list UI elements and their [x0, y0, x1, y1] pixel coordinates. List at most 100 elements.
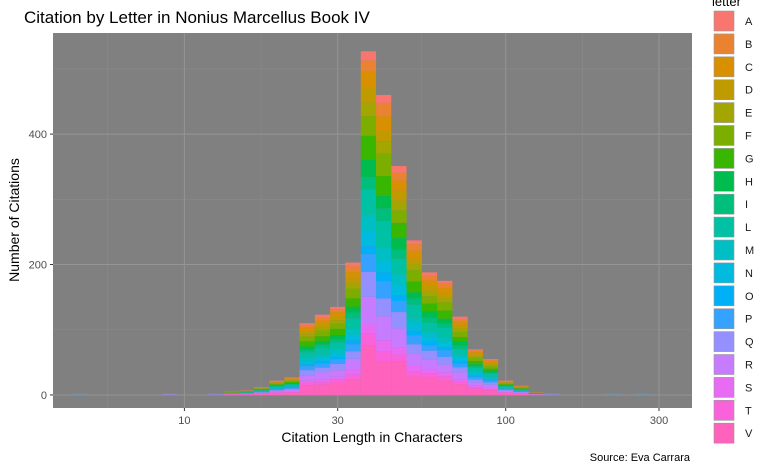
bar-segment-T	[361, 334, 376, 346]
bar-segment-E	[422, 291, 437, 296]
bar-segment-H	[361, 160, 376, 177]
legend-swatch-L	[714, 217, 734, 237]
bar-segment-I	[407, 298, 422, 304]
bar-segment-M	[407, 318, 422, 325]
bar-segment-T	[422, 374, 437, 378]
bar-segment-S	[345, 370, 360, 375]
legend-swatch-P	[714, 309, 734, 329]
bar-segment-O	[345, 340, 360, 344]
bar-segment-A	[407, 240, 422, 244]
legend-swatch-Q	[714, 332, 734, 352]
bar-segment-O	[330, 357, 345, 359]
bar-segment-C	[452, 322, 467, 325]
bar-segment-E	[345, 283, 360, 289]
bar-segment-G	[361, 136, 376, 160]
bar-segment-A	[391, 166, 406, 172]
legend-label-V: V	[745, 428, 753, 440]
bar-segment-O	[376, 272, 391, 281]
bar-segment-Q	[468, 379, 483, 382]
legend-title: letter	[712, 0, 742, 9]
bar-segment-M	[468, 372, 483, 374]
legend-swatch-A	[714, 11, 734, 31]
bar-segment-D	[284, 379, 299, 380]
bar-segment-P	[376, 281, 391, 298]
bar-segment-N	[345, 335, 360, 340]
bar-segment-V	[330, 383, 345, 395]
bar-segment-M	[483, 377, 498, 378]
bar-segment-R	[452, 372, 467, 379]
bar-segment-B	[391, 173, 406, 181]
bar-segment-O	[468, 376, 483, 377]
bar-segment-L	[254, 390, 269, 391]
bar-segment-L	[269, 386, 284, 387]
bar-segment-S	[422, 370, 437, 374]
legend-swatch-T	[714, 400, 734, 420]
bar-segment-O	[315, 361, 330, 363]
bar-segment-P	[498, 389, 513, 390]
bar-segment-F	[422, 296, 437, 303]
bar-segment-N	[468, 374, 483, 376]
bar-segment-S	[376, 340, 391, 351]
bar-segment-B	[437, 283, 452, 288]
x-tick-label: 10	[178, 415, 190, 427]
bar-segment-B	[361, 61, 376, 72]
legend-label-P: P	[745, 314, 752, 326]
bar-segment-F	[300, 337, 315, 342]
bar-segment-B	[269, 381, 284, 382]
legend-label-N: N	[745, 268, 753, 280]
bar-segment-V	[437, 380, 452, 395]
bar-segment-P	[468, 377, 483, 380]
bar-segment-D	[315, 324, 330, 327]
bar-segment-N	[361, 232, 376, 246]
bar-segment-L	[300, 352, 315, 358]
bar-segment-C	[330, 312, 345, 316]
bar-segment-H	[345, 307, 360, 313]
bar-segment-B	[376, 103, 391, 116]
bar-segment-L	[483, 374, 498, 377]
bar-segment-V	[483, 390, 498, 395]
bar-segment-A	[284, 377, 299, 378]
bar-segment-D	[330, 316, 345, 320]
legend-label-M: M	[745, 245, 754, 257]
bar-segment-Q	[391, 312, 406, 328]
bar-segment-Q	[254, 392, 269, 393]
bar-segment-B	[315, 317, 330, 320]
bar-segment-R	[391, 328, 406, 347]
bar-segment-Q	[315, 368, 330, 373]
legend-swatch-F	[714, 126, 734, 146]
bar-segment-I	[330, 339, 345, 342]
bar-segment-D	[361, 88, 376, 103]
bar-segment-F	[407, 270, 422, 281]
x-tick-label: 30	[332, 415, 344, 427]
bar-segment-R	[315, 372, 330, 379]
bar-segment-C	[284, 379, 299, 380]
bar-segment-N	[269, 388, 284, 389]
legend-swatch-E	[714, 103, 734, 123]
bar-segment-Q	[345, 352, 360, 359]
bar-segment-H	[437, 319, 452, 324]
legend-label-O: O	[745, 291, 754, 303]
bar-segment-N	[483, 378, 498, 380]
bar-segment-D	[391, 191, 406, 201]
bar-segment-C	[300, 328, 315, 332]
bar-segment-R	[468, 383, 483, 386]
bar-segment-L	[330, 342, 345, 349]
bar-segment-I	[376, 208, 391, 221]
legend-swatch-M	[714, 240, 734, 260]
bar-segment-H	[452, 342, 467, 346]
bar-segment-N	[498, 388, 513, 389]
bar-segment-A	[437, 281, 452, 284]
bar-segment-I	[315, 345, 330, 349]
legend-label-D: D	[745, 85, 753, 97]
bar-segment-E	[330, 320, 345, 323]
bar-segment-S	[452, 379, 467, 382]
bar-segment-G	[437, 310, 452, 318]
bar-segment-G	[269, 384, 284, 385]
bar-segment-O	[284, 387, 299, 388]
bar-segment-D	[468, 354, 483, 356]
bar-segment-F	[376, 153, 391, 175]
bar-segment-R	[498, 391, 513, 392]
bar-segment-G	[452, 337, 467, 342]
bar-segment-H	[330, 335, 345, 339]
